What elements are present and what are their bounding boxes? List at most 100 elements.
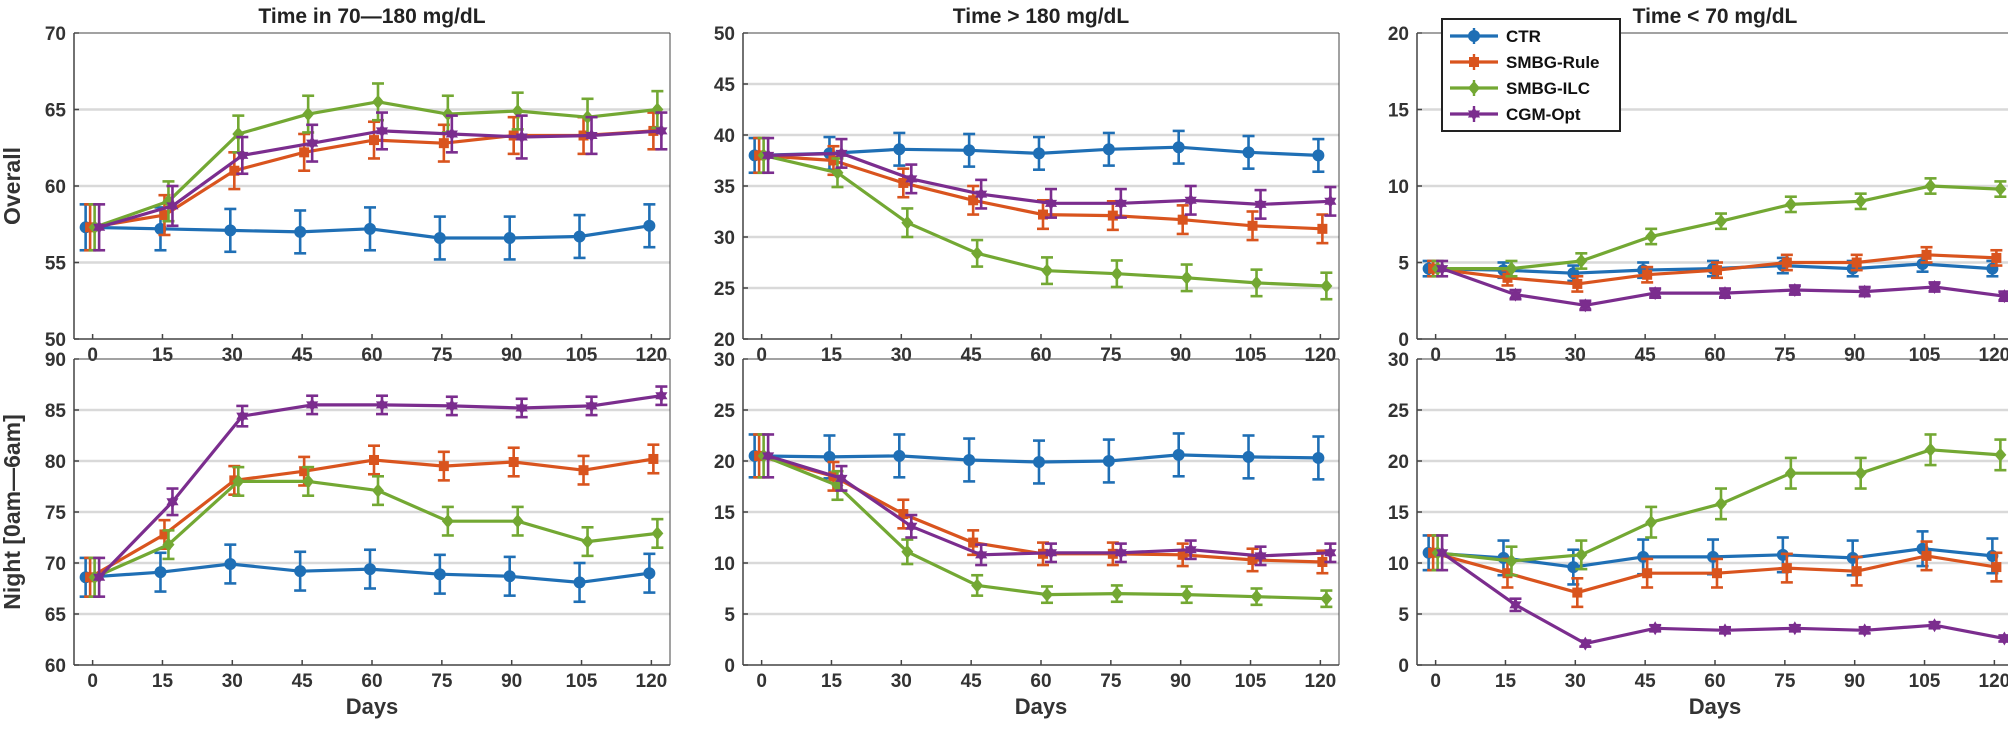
- data-point-smbg-rule: [648, 453, 659, 464]
- data-point-cgm-opt: [835, 471, 848, 486]
- data-point-cgm-opt-down: [375, 401, 389, 412]
- data-point-cgm-opt-down: [445, 130, 458, 141]
- data-point-smbg-ilc: [232, 474, 245, 489]
- x-tick-label: 90: [501, 671, 522, 692]
- data-point-smbg-rule: [1107, 210, 1118, 221]
- data-point-cgm-opt-down: [93, 573, 106, 585]
- data-point-smbg-rule: [159, 210, 170, 221]
- data-point-cgm-opt: [1509, 597, 1522, 612]
- data-point-cgm-opt-down: [1254, 200, 1267, 212]
- data-point-ctr: [1242, 450, 1255, 463]
- data-point-cgm-opt-down: [655, 392, 668, 403]
- data-point-cgm-opt-down: [166, 202, 179, 213]
- x-tick-label: 0: [756, 671, 767, 692]
- data-point-cgm-opt-down: [905, 522, 918, 534]
- x-tick-label: 30: [1565, 671, 1586, 692]
- x-tick-label: 90: [1844, 345, 1865, 366]
- data-point-smbg-ilc: [302, 474, 315, 489]
- data-point-smbg-rule: [968, 195, 979, 206]
- x-tick-label: 75: [1100, 345, 1122, 366]
- y-tick-label: 20: [714, 330, 735, 351]
- data-point-smbg-rule: [1317, 223, 1328, 234]
- data-point-cgm-opt-down: [1184, 196, 1197, 208]
- data-point-smbg-ilc: [1575, 547, 1588, 562]
- data-point-cgm-opt-down: [1184, 546, 1197, 557]
- data-point-ctr: [433, 232, 446, 245]
- data-point-smbg-rule: [369, 135, 379, 146]
- data-point-cgm-opt-down: [1858, 288, 1871, 299]
- data-point-cgm-opt-down: [1324, 197, 1337, 209]
- data-point-smbg-rule: [1317, 556, 1328, 567]
- data-point-cgm-opt: [1998, 289, 2008, 304]
- data-point-smbg-ilc: [1645, 515, 1658, 530]
- y-tick-label: 85: [45, 401, 67, 422]
- data-point-smbg-ilc: [1505, 553, 1518, 568]
- x-tick-label: 90: [501, 345, 522, 366]
- data-point-cgm-opt-down: [835, 149, 848, 161]
- data-point-cgm-opt: [1928, 618, 1941, 633]
- data-point-smbg-ilc: [971, 246, 984, 261]
- legend-entry-smbg-rule: SMBG-Rule: [1450, 53, 1600, 72]
- y-tick-label: 15: [1388, 101, 1410, 122]
- panel-overall-70-180: 50 55 60 65 70 0 15 30 45 60 75 90 105 120 Time in 70—…: [45, 5, 671, 366]
- data-point-cgm-opt: [236, 409, 249, 424]
- data-point-smbg-rule: [159, 529, 170, 540]
- data-point-cgm-opt-down: [1718, 626, 1732, 638]
- x-tick-label: 105: [1909, 345, 1941, 366]
- x-tick-label: 15: [821, 345, 843, 366]
- data-point-cgm-opt: [1649, 286, 1662, 301]
- data-point-ctr: [1172, 448, 1185, 461]
- x-tick-label: 15: [821, 671, 843, 692]
- data-point-smbg-rule: [1781, 257, 1792, 268]
- data-point-smbg-ilc: [1854, 194, 1867, 209]
- legend-entry-cgm-opt: CGM-Opt: [1450, 105, 1581, 124]
- data-point-ctr: [154, 566, 167, 579]
- x-tick-label: 45: [961, 345, 983, 366]
- y-tick-label: 60: [45, 177, 66, 198]
- y-tick-label: 0: [1398, 656, 1409, 677]
- data-point-ctr: [1242, 146, 1255, 159]
- series-line-cgm-opt: [98, 129, 662, 229]
- data-point-cgm-opt: [1114, 196, 1127, 211]
- x-tick-label: 30: [891, 671, 912, 692]
- data-point-cgm-opt-down: [306, 139, 319, 151]
- row-label-overall: Overall: [0, 147, 25, 225]
- data-point-cgm-opt: [93, 570, 106, 585]
- data-point-smbg-rule: [1851, 257, 1862, 268]
- data-point-cgm-opt-down: [1998, 634, 2008, 646]
- data-point-cgm-opt: [975, 187, 988, 202]
- data-point-ctr: [503, 570, 516, 583]
- data-point-cgm-opt-down: [515, 404, 528, 415]
- series-ctr: [79, 203, 656, 261]
- data-point-ctr: [364, 222, 376, 235]
- data-point-cgm-opt-down: [515, 133, 528, 145]
- data-point-smbg-rule: [438, 138, 449, 149]
- data-point-smbg-ilc: [1505, 261, 1518, 276]
- y-tick-label: 45: [714, 75, 736, 96]
- legend-marker: [1467, 107, 1481, 121]
- data-point-smbg-ilc: [1715, 214, 1727, 229]
- series-line-cgm-opt: [767, 454, 1331, 558]
- series-cgm-opt: [1436, 534, 2008, 651]
- data-point-smbg-rule: [1177, 214, 1188, 225]
- data-point-ctr: [1102, 455, 1115, 467]
- data-point-cgm-opt: [236, 148, 249, 163]
- data-point-cgm-opt-down: [1324, 549, 1337, 560]
- data-point-cgm-opt: [1254, 548, 1267, 563]
- data-point-smbg-ilc: [1180, 587, 1193, 602]
- data-point-cgm-opt: [1579, 636, 1592, 651]
- x-tick-label: 15: [1495, 671, 1517, 692]
- x-axis-label: Days: [1015, 694, 1068, 719]
- data-point-smbg-ilc: [1784, 466, 1797, 481]
- data-point-ctr: [893, 143, 906, 156]
- legend-label: SMBG-Rule: [1506, 53, 1600, 72]
- data-point-cgm-opt: [905, 171, 918, 186]
- x-tick-label: 120: [1305, 671, 1337, 692]
- data-point-smbg-rule: [438, 461, 449, 472]
- data-point-cgm-opt-down: [1718, 289, 1732, 301]
- data-point-cgm-opt-down: [1998, 292, 2008, 304]
- data-point-smbg-rule: [1851, 566, 1862, 577]
- x-tick-label: 120: [636, 345, 668, 366]
- x-tick-label: 120: [1979, 671, 2008, 692]
- y-tick-label: 50: [45, 330, 66, 351]
